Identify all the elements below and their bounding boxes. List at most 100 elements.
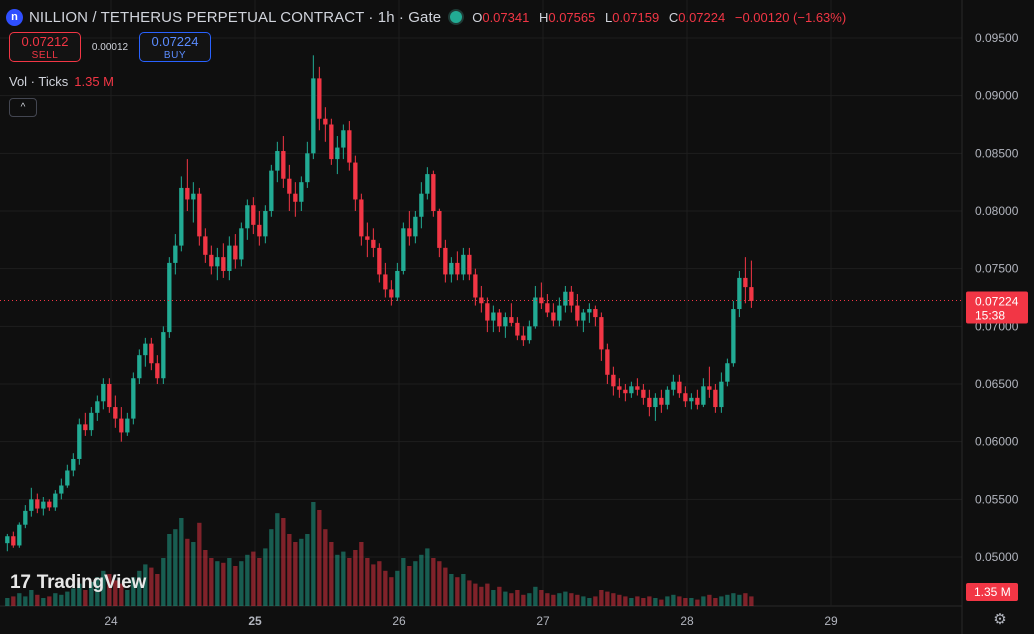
candle-body [155, 363, 160, 379]
volume-bar [743, 593, 748, 606]
volume-bar [173, 529, 178, 606]
buy-button[interactable]: 0.07224 BUY [139, 32, 211, 62]
candle-body [353, 162, 358, 200]
volume-bar [731, 593, 736, 606]
volume-bar [311, 502, 316, 606]
volume-bar [17, 593, 22, 606]
volume-bar [287, 534, 292, 606]
candle-body [587, 309, 592, 313]
time-axis[interactable]: 24 25 26 27 28 29 [104, 614, 838, 628]
market-status-icon[interactable] [450, 11, 463, 23]
candle-body [317, 78, 322, 119]
candle-body [683, 393, 688, 402]
candle-body [161, 332, 166, 379]
gear-icon[interactable]: ⚙ [993, 611, 1007, 628]
candle-body [401, 228, 406, 271]
volume-bar [665, 596, 670, 606]
candle-body [197, 193, 202, 237]
candle-body [179, 187, 184, 246]
volume-legend[interactable]: Vol · Ticks 1.35 M [9, 74, 114, 89]
volume-bar [95, 577, 100, 606]
candle-body [11, 536, 16, 546]
volume-bar [467, 580, 472, 606]
volume-bar [671, 594, 676, 606]
spread-value: 0.00012 [91, 41, 129, 53]
candle-body [41, 501, 46, 509]
price-tick-label: 0.08500 [975, 146, 1019, 160]
volume-bar [539, 590, 544, 606]
volume-bar [329, 542, 334, 606]
candle-body [329, 124, 334, 160]
candle-body [443, 247, 448, 275]
volume-bar [707, 594, 712, 606]
candle-body [713, 389, 718, 408]
candle-body [221, 257, 226, 271]
volume-bar [179, 518, 184, 606]
candle-body [563, 291, 568, 306]
volume-bar [383, 570, 388, 606]
volume-bar [635, 596, 640, 606]
candle-body [473, 274, 478, 298]
candle-body [137, 355, 142, 379]
volume-bar [401, 558, 406, 606]
candle-body [551, 312, 556, 321]
volume-bar [215, 561, 220, 606]
candle-body [647, 397, 652, 408]
candle-body [467, 254, 472, 275]
candle-body [203, 236, 208, 255]
candle-body [395, 270, 400, 298]
candle-body [407, 228, 412, 237]
volume-bar [269, 529, 274, 606]
time-tick-label: 28 [680, 614, 694, 628]
collapse-legend-button[interactable]: ^ [9, 98, 37, 117]
candle-body [527, 326, 532, 341]
price-axis[interactable]: 0.095000.090000.085000.080000.075000.070… [975, 31, 1019, 564]
volume-bars [5, 502, 754, 606]
volume-bar [581, 596, 586, 606]
volume-bar [371, 564, 376, 606]
low-label: L [604, 9, 613, 25]
candle-body [539, 297, 544, 304]
candle-body [95, 401, 100, 413]
volume-bar [29, 590, 34, 606]
tradingview-wordmark: TradingView [36, 572, 147, 593]
volume-bar [347, 558, 352, 606]
candle-body [671, 381, 676, 390]
candle-body [275, 151, 280, 171]
candle-body [125, 418, 130, 433]
volume-bar [47, 596, 52, 606]
candle-body [47, 501, 52, 508]
volume-bar [431, 558, 436, 606]
volume-bar [185, 538, 190, 606]
chart-header: n NILLION / TETHERUS PERPETUAL CONTRACT … [6, 6, 846, 28]
candle-body [617, 386, 622, 390]
sell-button[interactable]: 0.07212 SELL [9, 32, 81, 62]
candle-body [53, 493, 58, 508]
volume-bar [473, 583, 478, 606]
candle-body [209, 254, 214, 267]
volume-bar [719, 596, 724, 606]
tradingview-logo[interactable]: 17 TradingView [10, 572, 146, 594]
volume-bar [545, 593, 550, 606]
symbol-title[interactable]: NILLION / TETHERUS PERPETUAL CONTRACT · … [29, 8, 442, 26]
volume-bar [389, 577, 394, 606]
candle-body [557, 305, 562, 321]
volume-bar [191, 542, 196, 606]
volume-bar [293, 542, 298, 606]
volume-bar [749, 596, 754, 606]
volume-bar [713, 598, 718, 606]
candle-body [719, 381, 724, 408]
volume-bar [143, 564, 148, 606]
volume-bar [647, 596, 652, 606]
volume-bar [407, 566, 412, 606]
candle-body [665, 389, 670, 405]
candle-body [629, 386, 634, 394]
volume-bar [659, 599, 664, 606]
volume-bar [167, 534, 172, 606]
candle-body [17, 524, 22, 546]
sell-label: SELL [31, 50, 59, 61]
candle-body [323, 118, 328, 125]
volume-bar [737, 594, 742, 606]
candle-body [509, 317, 514, 323]
